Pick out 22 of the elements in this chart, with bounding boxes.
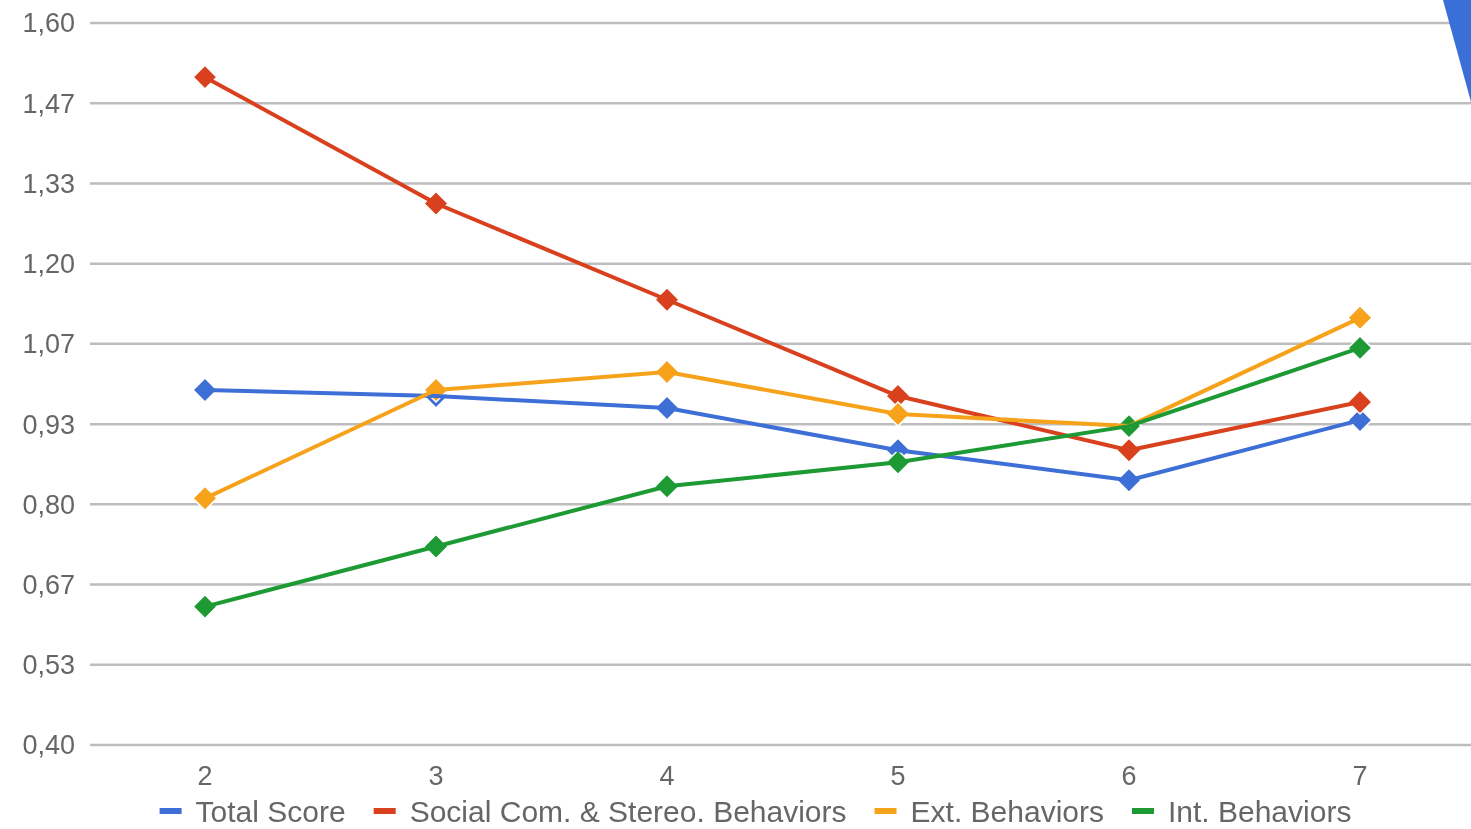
- y-tick-label: 1,47: [22, 88, 75, 119]
- legend-label: Int. Behaviors: [1167, 794, 1352, 828]
- y-tick-label: 0,53: [22, 650, 75, 681]
- y-tick-label: 0,80: [22, 489, 75, 520]
- legend-label: Ext. Behaviors: [910, 794, 1104, 828]
- y-tick-label: 1,33: [22, 168, 75, 199]
- y-tick-label: 1,07: [22, 329, 75, 360]
- y-tick-label: 0,93: [22, 409, 75, 440]
- x-tick-label: 5: [890, 761, 906, 791]
- legend-label: Total Score: [195, 794, 346, 828]
- y-tick-label: 0,67: [22, 569, 75, 600]
- point: [192, 377, 218, 403]
- y-tick-label: 1,60: [22, 8, 75, 39]
- x-tick-label: 4: [659, 761, 675, 791]
- x-tick-label: 6: [1121, 761, 1137, 791]
- x-tick-label: 7: [1352, 761, 1368, 791]
- y-tick-label: 0,40: [22, 730, 75, 761]
- x-tick-label: 2: [197, 761, 213, 791]
- legend-label: Social Com. & Stereo. Behaviors: [409, 794, 847, 828]
- y-tick-label: 1,20: [22, 249, 75, 280]
- point: [1347, 389, 1373, 415]
- x-tick-label: 3: [428, 761, 444, 791]
